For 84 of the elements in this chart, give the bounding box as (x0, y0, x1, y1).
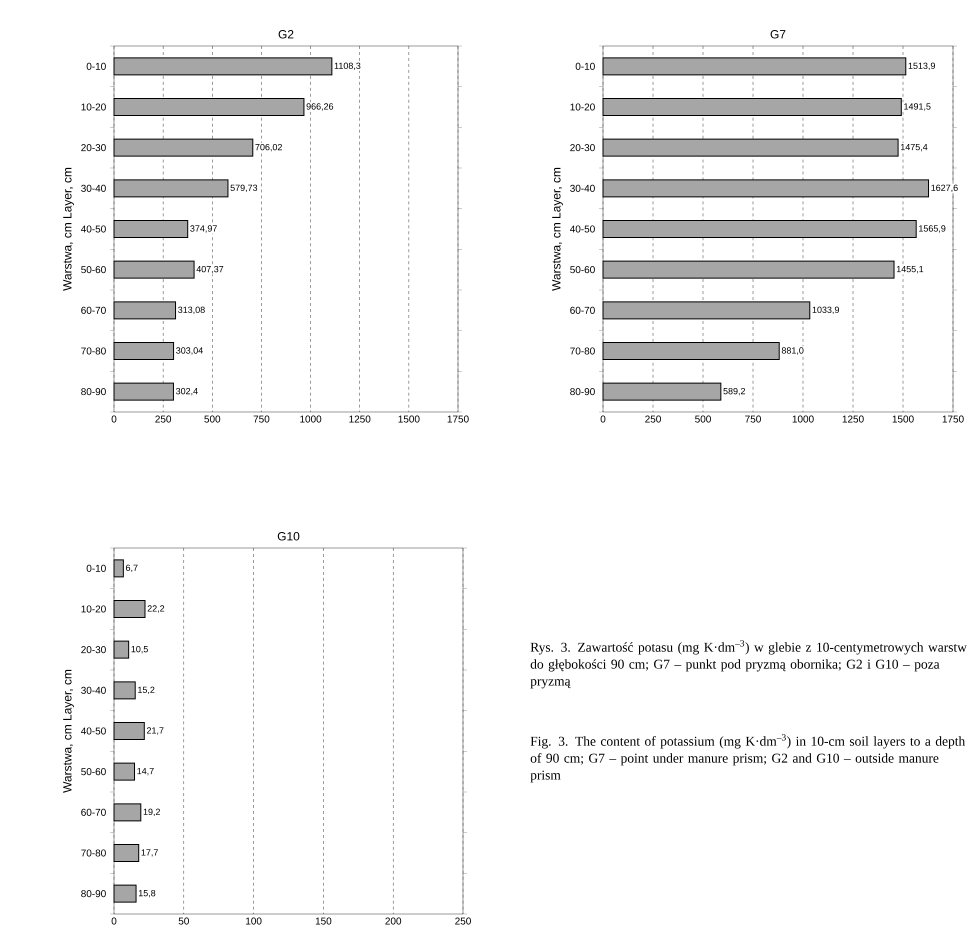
chart-title: G2 (278, 30, 294, 38)
y-tick-label: 0-10 (86, 564, 106, 572)
data-label: 1565,9 (919, 225, 946, 233)
x-tick-label: 1750 (448, 416, 469, 423)
data-label: 14,7 (137, 768, 154, 776)
y-tick-label: 80-90 (81, 388, 106, 396)
y-tick-label: 70-80 (81, 347, 106, 355)
x-tick-label: 1500 (398, 416, 420, 423)
data-label: 1033,9 (812, 306, 839, 314)
x-tick-label: 750 (254, 416, 270, 423)
data-label: 22,2 (148, 605, 164, 613)
data-label: 1513,9 (908, 62, 935, 70)
y-tick-label: 10-20 (82, 103, 106, 111)
y-tick-label: 20-30 (570, 144, 595, 152)
x-tick-label: 1750 (942, 416, 964, 423)
data-label: 10,5 (132, 646, 148, 654)
y-tick-label: 80-90 (570, 388, 595, 396)
data-label: 1475,4 (900, 144, 928, 152)
x-tick-label: 1500 (892, 416, 914, 423)
chart-title: G10 (278, 532, 300, 540)
y-axis-title: Warstwa, cm Layer, cm (63, 168, 74, 291)
y-tick-label: 0-10 (576, 62, 595, 70)
data-label: 706,02 (255, 144, 282, 152)
data-label: 374,97 (190, 225, 217, 233)
x-tick-label: 250 (645, 416, 661, 423)
y-axis-title: Warstwa, cm Layer, cm (63, 670, 74, 793)
caption: Fig. 3. The content of potassium (mg K·dm$^{–3}$) in 10-cm soil layers to a depth of 90 cm; G7 – point under manure prism; G2 and G10 – outside manure prism (530, 734, 966, 782)
data-label: 6,7 (126, 564, 138, 572)
data-label: 1491,5 (904, 103, 931, 111)
x-tick-label: 500 (695, 416, 711, 423)
x-tick-label: 200 (385, 918, 402, 925)
y-tick-label: 70-80 (81, 849, 106, 857)
data-label: 303,04 (176, 347, 203, 355)
x-tick-label: 150 (316, 918, 332, 925)
data-label: 407,37 (196, 266, 224, 274)
data-label: 1627,6 (931, 184, 958, 192)
data-label: 579,73 (230, 184, 258, 192)
y-tick-label: 20-30 (81, 144, 106, 152)
y-tick-label: 80-90 (81, 890, 106, 898)
data-label: 1455,1 (896, 266, 924, 274)
data-label: 966,26 (306, 103, 334, 111)
data-label: 15,2 (138, 686, 154, 694)
x-tick-label: 250 (455, 918, 471, 925)
y-tick-label: 10-20 (82, 605, 106, 613)
y-tick-label: 50-60 (81, 266, 106, 274)
chart-title: G7 (770, 30, 786, 38)
x-tick-label: 750 (745, 416, 761, 423)
y-tick-label: 50-60 (81, 768, 106, 776)
y-tick-label: 70-80 (570, 347, 595, 355)
y-tick-label: 0-10 (86, 62, 106, 70)
y-tick-label: 40-50 (80, 225, 106, 233)
y-tick-label: 40-50 (570, 225, 595, 233)
y-tick-label: 20-30 (81, 646, 106, 654)
x-tick-label: 1000 (792, 416, 814, 423)
text: Rys. 3. Zawartość potasu (mg K·dm$^{–3}$) w glebie z 10-centymetrowych warstw do głębokości 90 cm; G7 – punkt pod pryzmą obornika; G2 i G10 – poza pryzmą (530, 640, 967, 688)
data-label: 302,4 (176, 388, 198, 396)
y-tick-label: 60-70 (81, 306, 106, 314)
x-tick-label: 250 (155, 416, 172, 423)
x-tick-label: 1250 (842, 416, 864, 423)
y-axis-title: Warstwa, cm Layer, cm (552, 168, 563, 291)
x-tick-label: 0 (600, 416, 606, 423)
y-tick-label: 10-20 (570, 103, 595, 111)
x-tick-label: 100 (246, 918, 262, 925)
x-tick-label: 0 (112, 918, 116, 925)
data-label: 21,7 (146, 727, 164, 735)
data-label: 19,2 (144, 808, 160, 816)
x-tick-label: 50 (178, 918, 189, 925)
data-label: 1108,3 (334, 62, 360, 70)
y-tick-label: 60-70 (81, 808, 106, 816)
x-tick-label: 500 (204, 416, 220, 423)
data-label: 15,8 (138, 890, 156, 898)
x-tick-label: 1250 (349, 416, 370, 423)
y-tick-label: 30-40 (570, 184, 595, 192)
y-tick-label: 30-40 (81, 686, 106, 694)
x-tick-label: 1000 (300, 416, 322, 423)
y-tick-label: 60-70 (570, 306, 595, 314)
data-label: 589,2 (723, 388, 746, 396)
data-label: 881,0 (782, 347, 804, 355)
data-label: 17,7 (142, 849, 158, 857)
y-tick-label: 30-40 (81, 184, 106, 192)
x-tick-label: 0 (112, 416, 116, 423)
y-tick-label: 40-50 (80, 727, 106, 735)
data-label: 313,08 (178, 306, 205, 314)
y-tick-label: 50-60 (570, 266, 595, 274)
